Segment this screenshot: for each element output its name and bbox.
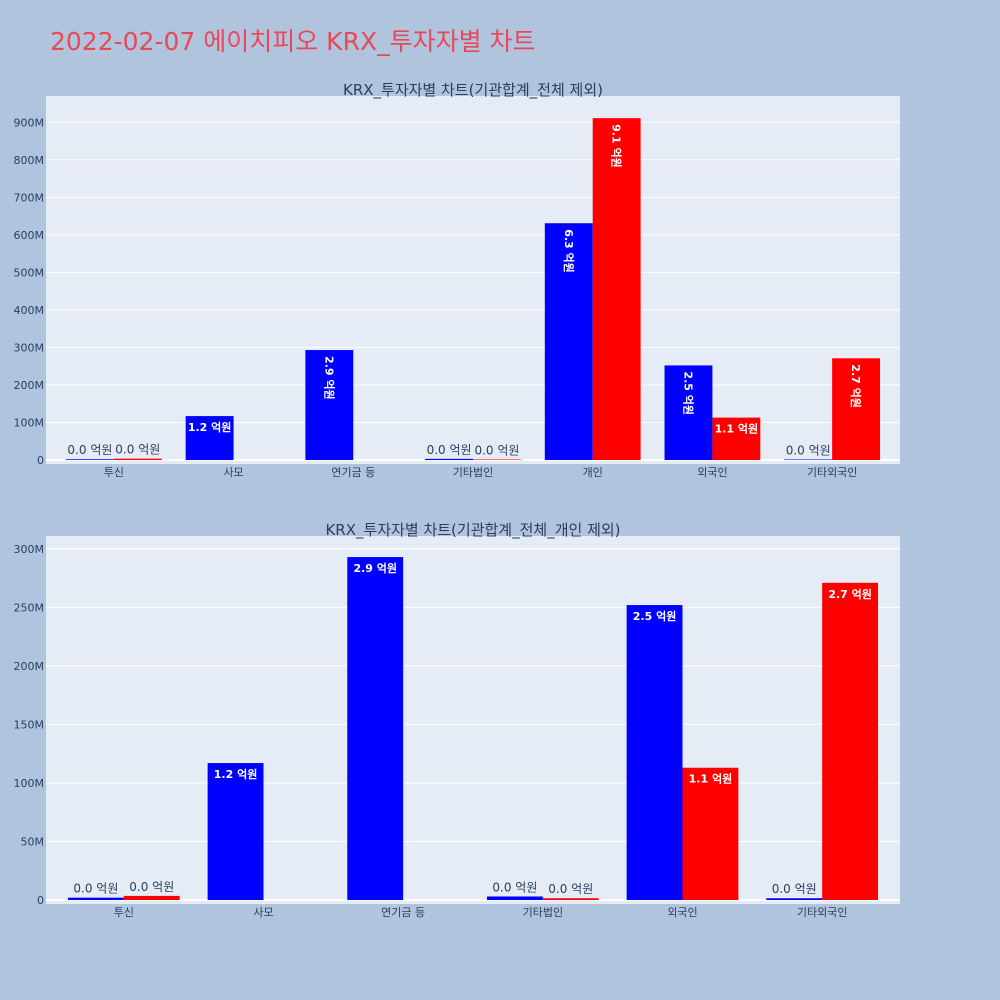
x-tick-label: 연기금 등 — [381, 906, 425, 919]
bar-buy — [486, 896, 543, 900]
bar-data-label: 0.0 억원 — [427, 443, 472, 457]
bar-buy — [65, 459, 114, 460]
chart-2: KRX_투자자별 차트(기관합계_전체_개인 제외) 0 50M 100M 150M 2… — [14, 521, 900, 919]
bar-data-label: 9.1 억원 — [610, 124, 624, 168]
bar-data-label: 6.3 억원 — [562, 229, 576, 273]
x-tick-label: 외국인 — [697, 466, 727, 479]
x-tick-label: 기타법인 — [523, 906, 563, 919]
bar-data-label: 0.0 억원 — [492, 880, 537, 894]
y-tick-label: 0 — [37, 894, 44, 907]
bar-data-label: 0.0 억원 — [67, 443, 112, 457]
x-tick-label: 기타법인 — [453, 466, 493, 479]
y-tick-label: 700M — [14, 191, 45, 204]
y-tick-label: 800M — [14, 154, 45, 167]
bar-data-label: 2.9 억원 — [353, 561, 397, 575]
x-tick-label: 사모 — [253, 906, 273, 919]
bar-sell — [592, 118, 641, 461]
bar-data-label: 0.0 억원 — [474, 443, 519, 457]
x-tick-label: 연기금 등 — [331, 466, 375, 479]
bar-data-label: 2.9 억원 — [322, 356, 336, 400]
bar-data-label: 0.0 억원 — [772, 882, 817, 896]
y-tick-label: 300M — [14, 543, 45, 556]
bar-data-label: 0.0 억원 — [129, 880, 174, 894]
bar-sell — [682, 767, 739, 900]
bar-data-label: 0.0 억원 — [73, 882, 118, 896]
x-tick-label: 개인 — [583, 466, 603, 479]
y-tick-label: 900M — [14, 116, 45, 129]
bar-data-label: 2.7 억원 — [849, 364, 863, 408]
bar-buy — [347, 557, 404, 900]
bar-buy — [305, 350, 354, 460]
bar-data-label: 0.0 억원 — [548, 882, 593, 896]
y-tick-label: 400M — [14, 304, 45, 317]
chart-1: KRX_투자자별 차트(기관합계_전체 제외) 0 100M 200M 300M 400… — [14, 81, 900, 479]
bar-buy — [766, 898, 823, 900]
y-tick-label: 50M — [21, 835, 45, 848]
bar-data-label: 2.5 억원 — [633, 609, 677, 623]
bar-sell — [712, 417, 761, 460]
y-tick-label: 250M — [14, 601, 45, 614]
bar-data-label: 1.1 억원 — [689, 772, 733, 786]
bar-buy — [207, 763, 264, 900]
y-tick-label: 150M — [14, 718, 45, 731]
y-tick-label: 600M — [14, 229, 45, 242]
bar-data-label: 1.1 억원 — [715, 422, 759, 436]
page-title: 2022-02-07 에이치피오 KRX_투자자별 차트 — [50, 27, 536, 56]
y-tick-label: 100M — [14, 777, 45, 790]
bar-buy — [664, 365, 713, 460]
bar-data-label: 1.2 억원 — [188, 420, 232, 434]
bar-buy — [425, 458, 473, 460]
bar-buy — [67, 897, 124, 900]
x-tick-label: 기타외국인 — [807, 466, 858, 479]
y-tick-label: 300M — [14, 341, 45, 354]
x-tick-label: 외국인 — [667, 906, 697, 919]
bar-sell — [542, 898, 599, 900]
y-tick-label: 200M — [14, 379, 45, 392]
y-tick-label: 100M — [14, 416, 45, 429]
bar-data-label: 1.2 억원 — [214, 767, 258, 781]
y-tick-label: 0 — [37, 454, 44, 467]
bar-data-label: 2.7 억원 — [828, 587, 872, 601]
bar-buy — [784, 459, 833, 460]
bar-sell — [473, 459, 521, 460]
bar-data-label: 2.5 억원 — [681, 371, 695, 415]
x-tick-label: 사모 — [223, 466, 243, 479]
plot-area — [46, 536, 900, 904]
bar-buy — [544, 223, 593, 460]
bar-data-label: 0.0 억원 — [115, 443, 160, 457]
bar-sell — [822, 582, 879, 900]
x-tick-label: 투신 — [114, 906, 134, 919]
chart-2-title: KRX_투자자별 차트(기관합계_전체_개인 제외) — [325, 521, 620, 540]
bar-sell — [123, 895, 180, 900]
plot-area — [46, 96, 900, 464]
bar-sell — [832, 358, 881, 460]
y-tick-label: 500M — [14, 266, 45, 279]
bar-buy — [626, 605, 683, 900]
x-tick-label: 기타외국인 — [797, 906, 848, 919]
chart-1-title: KRX_투자자별 차트(기관합계_전체 제외) — [343, 81, 603, 100]
y-tick-label: 200M — [14, 660, 45, 673]
bar-data-label: 0.0 억원 — [786, 443, 831, 457]
x-tick-label: 투신 — [104, 466, 124, 479]
bar-buy — [185, 416, 234, 460]
bar-sell — [113, 458, 162, 460]
